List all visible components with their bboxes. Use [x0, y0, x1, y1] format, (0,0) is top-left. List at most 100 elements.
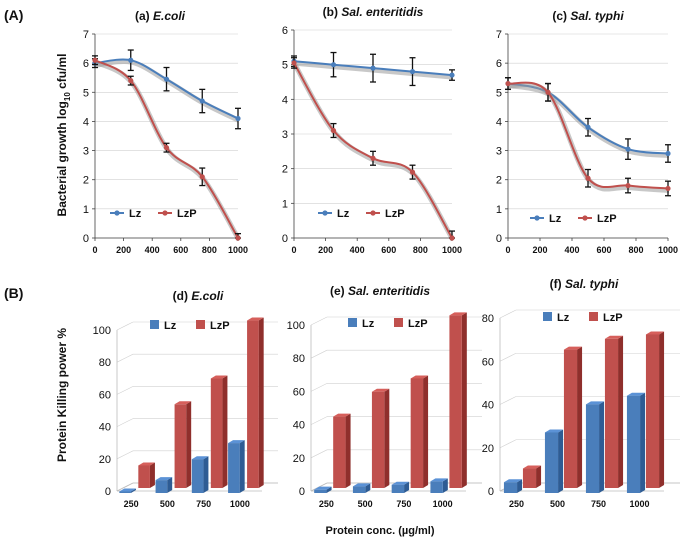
legend-swatch-lz: [150, 320, 159, 329]
x-tick-label: 200: [532, 245, 547, 255]
bar-side-lzp: [149, 462, 155, 488]
y-tick-label: 1: [282, 198, 288, 210]
x-tick-label: 1000: [629, 499, 649, 509]
y-tick-label: 60: [293, 386, 305, 398]
bar-lzp: [410, 378, 424, 488]
y-tick-label: 0: [105, 486, 111, 498]
y-axis-label-top: Bacterial growth log10 cfu/ml: [55, 54, 72, 217]
y-tick-label: 0: [282, 233, 288, 245]
gridline-side: [116, 386, 134, 395]
bar-top-lz: [544, 429, 564, 433]
y-tick-label: 100: [93, 325, 111, 337]
bar-lz: [352, 486, 366, 493]
y-tick-label: 0: [299, 486, 305, 498]
data-point-lz: [665, 150, 671, 157]
data-point-lzp: [330, 127, 337, 134]
chart-title: (c) Sal. typhi: [552, 9, 624, 23]
y-label-top-prefix: Bacterial growth log: [55, 101, 69, 216]
y-tick-label: 60: [99, 389, 111, 401]
bar-lzp: [449, 315, 462, 488]
bar-side-lzp: [384, 388, 390, 488]
panel-label-a: (A): [4, 7, 23, 23]
data-point-lzp: [545, 89, 551, 95]
y-tick-label: 4: [282, 94, 288, 106]
bar-top-lzp: [522, 465, 542, 469]
gridline-side: [116, 353, 134, 363]
y-tick-label: 1: [496, 204, 502, 216]
data-point-lz: [199, 98, 205, 104]
bar-side-lz: [130, 488, 136, 493]
data-point-lz: [163, 76, 170, 82]
x-tick-label: 1000: [230, 499, 250, 509]
x-tick-label: 1000: [433, 499, 453, 509]
y-tick-label: 5: [496, 87, 502, 99]
legend-label: LzP: [597, 213, 617, 225]
legend-swatch-lz: [543, 312, 552, 321]
legend-label: LzP: [210, 320, 230, 332]
gridline-side: [310, 316, 328, 326]
bar-top-lz: [352, 483, 371, 487]
gridline-side: [499, 396, 517, 405]
chart-title-prefix: (e): [330, 284, 348, 298]
data-point-lz: [235, 115, 241, 122]
bar-top-lz: [119, 488, 136, 492]
bar-side-lz: [558, 429, 564, 493]
bar-side-lz: [167, 477, 173, 493]
chart-title-italic: E.coli: [191, 289, 224, 303]
gridline-side: [116, 418, 134, 427]
bar-lz: [503, 482, 518, 493]
y-tick-label: 7: [83, 29, 89, 41]
legend-marker-lz: [534, 215, 540, 221]
y-tick-label: 2: [496, 175, 502, 187]
bar-lz: [585, 404, 600, 493]
bar-lz: [119, 491, 131, 493]
y-tick-label: 3: [282, 129, 288, 141]
x-tick-label: 600: [596, 245, 611, 255]
data-point-lzp: [199, 174, 205, 180]
data-point-lz: [449, 72, 455, 78]
y-tick-label: 0: [488, 486, 494, 498]
bar-top-lz: [155, 477, 173, 481]
chart-title-italic: E.coli: [153, 9, 186, 23]
x-tick-label: 1000: [228, 245, 248, 255]
chart-title: (f) Sal. typhi: [550, 277, 619, 291]
bar-side-lz: [326, 486, 332, 493]
y-tick-label: 20: [99, 454, 111, 466]
bar-top-lzp: [449, 312, 467, 316]
bar-side-lz: [404, 481, 410, 493]
bar-lz: [228, 443, 240, 493]
x-tick-label: 0: [92, 245, 97, 255]
x-tick-label: 250: [319, 499, 334, 509]
x-tick-label: 400: [350, 245, 365, 255]
bar-top-lz: [430, 478, 448, 482]
bar-lz: [314, 489, 327, 493]
chart-3: (c) Sal. typhi 0 1 2 3 4 5 6 7 0 200 400 600 800 1000 L…: [496, 9, 678, 255]
y-tick-label: 0: [496, 233, 502, 245]
y-tick-label: 80: [482, 313, 494, 325]
bar-lzp: [645, 334, 660, 488]
legend-swatch-lzp: [589, 312, 598, 321]
data-point-lz: [370, 65, 376, 71]
y-tick-label: 4: [496, 116, 502, 128]
gridline-side: [116, 321, 134, 331]
bar-top-lzp: [210, 375, 228, 379]
bar-top-lz: [314, 486, 332, 490]
bar-top-lzp: [247, 317, 264, 321]
y-tick-label: 3: [83, 146, 89, 158]
legend-label: LzP: [408, 318, 428, 330]
x-tick-label: 200: [318, 245, 333, 255]
legend-swatch-lz: [348, 318, 357, 327]
bar-side-lzp: [258, 317, 264, 488]
x-tick-label: 400: [564, 245, 579, 255]
gridline-side: [310, 349, 328, 359]
x-tick-label: 750: [591, 499, 606, 509]
gridline-side: [116, 450, 134, 460]
data-point-lz: [585, 124, 591, 130]
bar-top-lzp: [333, 413, 351, 417]
chart-title-prefix: (d): [173, 289, 192, 303]
gridline-side: [499, 309, 517, 319]
bar-top-lzp: [563, 346, 583, 350]
data-point-lz: [330, 62, 337, 68]
y-tick-label: 2: [282, 164, 288, 176]
y-tick-label: 1: [83, 204, 89, 216]
